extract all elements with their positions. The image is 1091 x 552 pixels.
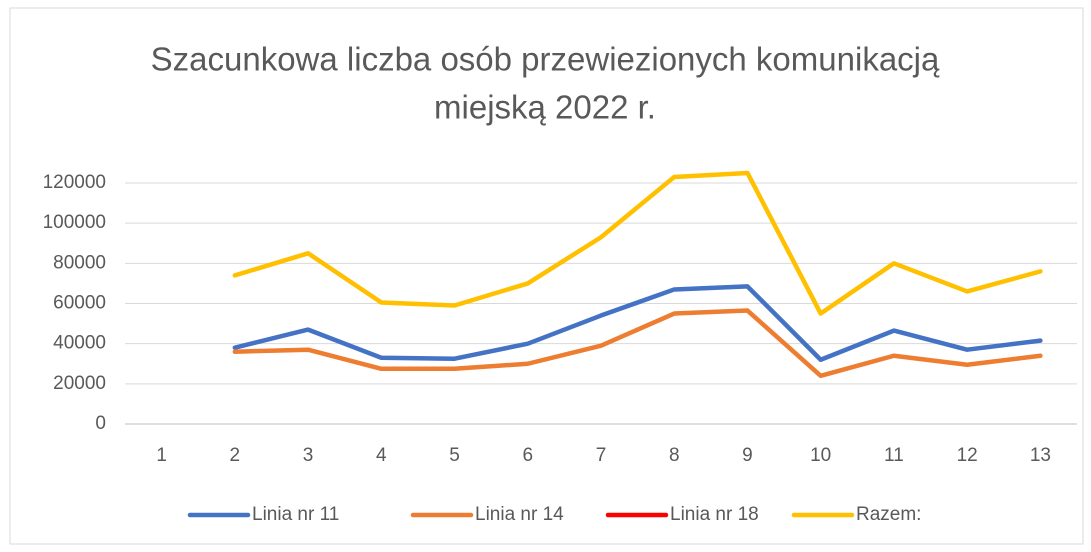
series-line xyxy=(232,170,1043,316)
series-line xyxy=(232,284,1043,362)
legend-label: Linia nr 14 xyxy=(475,504,564,525)
x-tick-label: 11 xyxy=(884,445,904,466)
x-tick-label: 10 xyxy=(810,445,831,466)
x-tick-label: 9 xyxy=(742,445,753,466)
x-tick-label: 3 xyxy=(303,445,314,466)
chart-title: Szacunkowa liczba osób przewiezionych ko… xyxy=(151,41,940,78)
chart-title: miejską 2022 r. xyxy=(434,89,656,126)
y-tick-label: 100000 xyxy=(43,212,106,233)
legend-label: Linia nr 18 xyxy=(670,504,759,525)
chart-border xyxy=(9,7,1084,545)
x-tick-label: 13 xyxy=(1030,445,1051,466)
x-tick-label: 7 xyxy=(596,445,607,466)
y-tick-label: 20000 xyxy=(53,373,106,394)
y-tick-label: 0 xyxy=(95,413,106,434)
legend-label: Razem: xyxy=(856,504,921,525)
y-tick-label: 60000 xyxy=(53,293,106,314)
x-tick-label: 4 xyxy=(376,445,387,466)
x-tick-label: 2 xyxy=(230,445,241,466)
legend-label: Linia nr 11 xyxy=(252,504,339,525)
x-tick-label: 1 xyxy=(156,445,167,466)
y-tick-label: 120000 xyxy=(43,172,106,193)
x-tick-label: 12 xyxy=(957,445,978,466)
y-tick-label: 40000 xyxy=(53,333,106,354)
y-tick-label: 80000 xyxy=(53,252,106,273)
x-tick-label: 8 xyxy=(669,445,680,466)
series-line xyxy=(232,308,1043,379)
x-tick-label: 6 xyxy=(522,445,533,466)
x-tick-label: 5 xyxy=(449,445,460,466)
